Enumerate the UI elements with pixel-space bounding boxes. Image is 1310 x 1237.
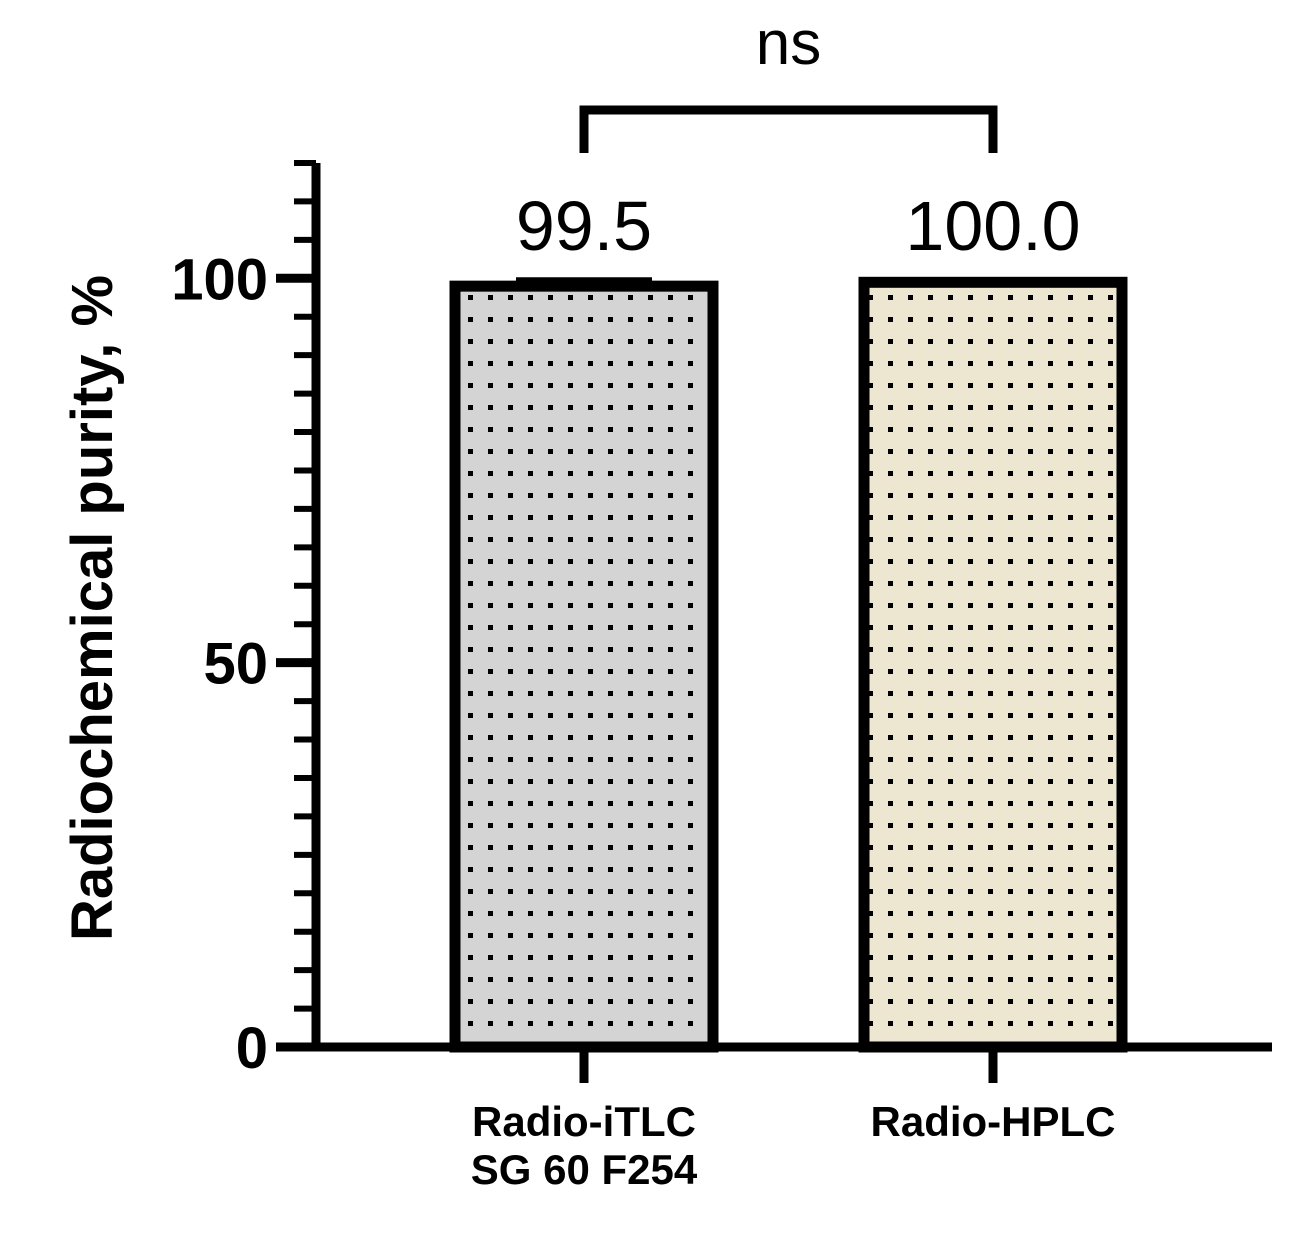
bar-pattern bbox=[455, 286, 713, 1047]
bars-layer bbox=[449, 276, 1128, 1053]
y-axis-label: Radiochemical purity, % bbox=[60, 275, 125, 941]
significance-line bbox=[579, 105, 998, 153]
data-label: 100.0 bbox=[905, 187, 1080, 265]
data-label: 99.5 bbox=[516, 187, 652, 265]
significance-label: ns bbox=[756, 9, 821, 78]
value-labels: 99.5 100.0 bbox=[516, 187, 1081, 265]
significance-bracket: ns bbox=[579, 9, 998, 153]
x-tick-label: SG 60 F254 bbox=[471, 1146, 698, 1193]
y-tick-label: 0 bbox=[236, 1016, 268, 1081]
y-tick-label: 100 bbox=[171, 247, 268, 312]
y-ticks: 0 50 100 bbox=[171, 160, 316, 1081]
x-tick-label: Radio-HPLC bbox=[871, 1098, 1116, 1145]
x-tick-label: Radio-iTLC bbox=[472, 1098, 696, 1145]
bar-pattern bbox=[864, 282, 1122, 1048]
y-tick-label: 50 bbox=[203, 632, 268, 697]
